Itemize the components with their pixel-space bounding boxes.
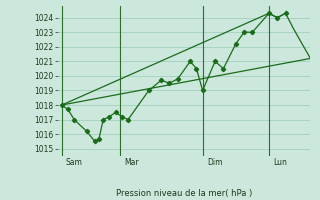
Text: Sam: Sam	[66, 158, 83, 167]
Text: Mar: Mar	[124, 158, 139, 167]
Text: Dim: Dim	[207, 158, 222, 167]
Text: Pression niveau de la mer( hPa ): Pression niveau de la mer( hPa )	[116, 189, 252, 198]
Text: Lun: Lun	[273, 158, 287, 167]
